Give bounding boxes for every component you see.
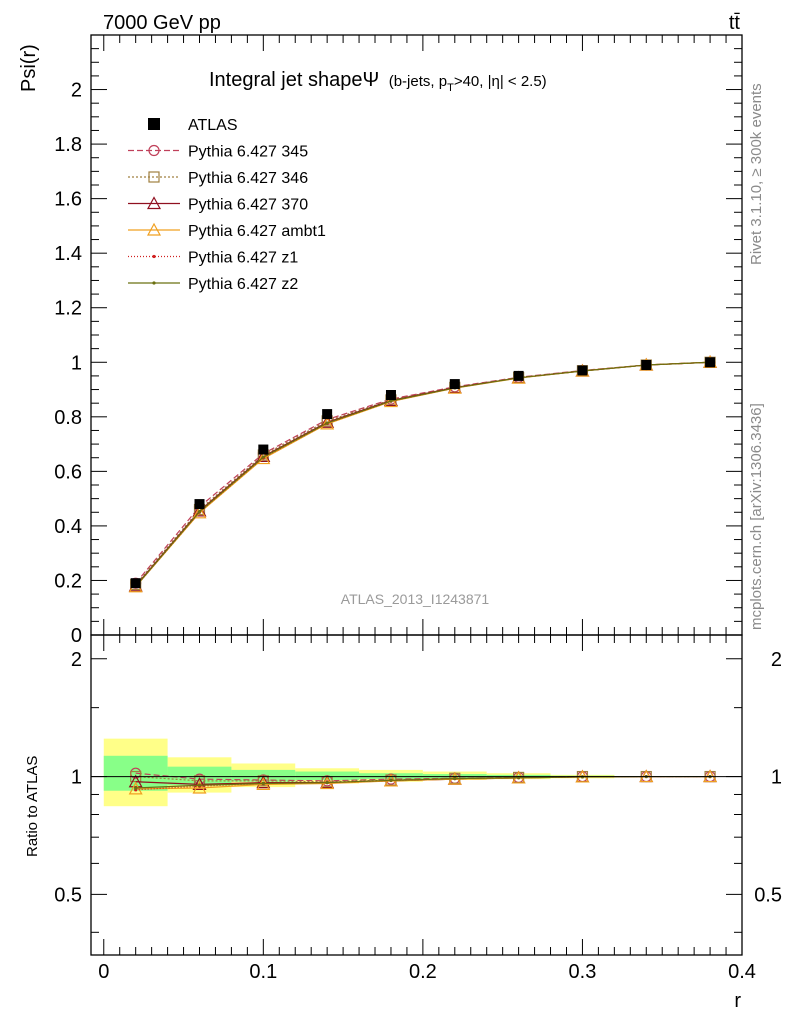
legend-marker — [152, 254, 156, 259]
data-point — [449, 379, 460, 390]
y-tick-label: 0.4 — [54, 516, 82, 538]
series-point — [383, 394, 398, 408]
x-tick-label: 0.3 — [569, 961, 597, 983]
chart-title: Integral jet shapeΨ (b-jets, pT>40, |η| … — [209, 69, 547, 94]
ratio-series-point — [192, 780, 207, 794]
y-tick-label: 1.2 — [54, 298, 82, 320]
y-tick-label: 1 — [71, 352, 82, 374]
data-point — [705, 357, 716, 368]
source-label: mcplots.cern.ch [arXiv:1306.3436] — [748, 403, 765, 630]
ratio-series-point — [192, 777, 207, 790]
y-tick-label: 2 — [71, 80, 82, 102]
y-tick-label: 0.8 — [54, 407, 82, 429]
ratio-tick-label-right: 0.5 — [754, 884, 782, 906]
legend-marker — [148, 171, 160, 183]
ratio-series-point — [325, 781, 329, 785]
data-point — [513, 370, 524, 381]
data-point — [641, 360, 652, 370]
subtitle-sub: T — [447, 82, 454, 94]
series-line — [135, 361, 711, 585]
ratio-series-point — [256, 775, 271, 789]
energy-label: 7000 GeV pp — [103, 12, 221, 34]
ratio-tick-label: 2 — [71, 649, 82, 671]
series-line — [135, 361, 711, 587]
subtitle-open: (b-jets, p — [389, 73, 447, 90]
ratio-series-point — [389, 778, 393, 782]
series-layer — [128, 355, 718, 795]
rivet-label: Rivet 3.1.10, ≥ 300k events — [748, 83, 765, 265]
legend-label: Pythia 6.427 z2 — [188, 276, 298, 293]
x-axis-label: r — [734, 990, 741, 1012]
data-points-layer — [130, 357, 716, 589]
legend-label: Pythia 6.427 346 — [188, 170, 308, 187]
legend-label: Pythia 6.427 370 — [188, 197, 308, 214]
legend-label: Pythia 6.427 345 — [188, 144, 308, 161]
y-axis-label: Psi(r) — [18, 44, 40, 92]
x-tick-label: 0 — [98, 961, 109, 983]
data-point — [385, 390, 396, 400]
y-tick-label: 1.4 — [54, 243, 82, 265]
series-point — [261, 455, 265, 459]
ratio-series-point — [197, 783, 202, 787]
legend-label: ATLAS — [188, 117, 238, 134]
series-point — [192, 505, 207, 519]
series-point — [389, 399, 393, 403]
series-line — [135, 361, 711, 588]
y-tick-label: 0 — [71, 625, 82, 647]
process-label: tt̄ — [729, 12, 741, 34]
y-tick-label: 1.8 — [54, 134, 82, 156]
data-point — [130, 578, 141, 589]
x-tick-label: 0.1 — [249, 961, 277, 983]
series-line — [135, 361, 711, 584]
series-line — [135, 361, 711, 587]
y-tick-label: 0.2 — [54, 570, 82, 592]
ratio-y-axis-label: Ratio to ATLAS — [24, 756, 41, 857]
legend-label: Pythia 6.427 ambt1 — [188, 223, 326, 240]
watermark: ATLAS_2013_I1243871 — [341, 591, 490, 607]
y-tick-label: 1.6 — [54, 189, 82, 211]
ratio-uncertainty-bands — [103, 738, 615, 807]
series-line — [135, 361, 711, 588]
ratio-series-point — [261, 781, 265, 786]
subtitle-rest: >40, |η| < 2.5) — [454, 73, 547, 90]
series-point — [256, 451, 271, 465]
ratio-series-point — [134, 786, 138, 790]
x-tick-label: 0.4 — [728, 961, 756, 983]
data-point — [322, 409, 333, 420]
series-point — [320, 416, 335, 430]
data-point — [194, 499, 205, 510]
series-point — [325, 421, 329, 425]
series-point — [197, 510, 202, 514]
legend-label: Pythia 6.427 z1 — [188, 250, 298, 267]
axes-ticks: 0 0.1 0.2 0.3 0.4 0 0.2 0.4 0.6 0.8 1 1.2 1.4 1.6 1.8 2… — [54, 35, 782, 983]
legend-marker — [148, 118, 160, 130]
data-point — [577, 365, 588, 376]
data-point — [258, 444, 269, 455]
y-tick-label: 0.6 — [54, 461, 82, 483]
ratio-tick-label: 1 — [71, 767, 82, 789]
title-text: Integral jet shapeΨ — [209, 69, 379, 91]
ratio-tick-label: 0.5 — [54, 884, 82, 906]
ratio-series-point — [453, 777, 457, 781]
ratio-tick-label-right: 2 — [771, 649, 782, 671]
legend-marker — [146, 196, 162, 210]
ratio-plot-frame — [90, 634, 743, 956]
x-tick-label: 0.2 — [409, 961, 437, 983]
legend: ATLAS Pythia 6.427 345 Pythia 6.427 346 Pyt… — [128, 117, 326, 293]
ratio-tick-label-right: 1 — [771, 767, 782, 789]
legend-marker — [146, 222, 162, 236]
legend-marker — [152, 281, 156, 285]
legend-marker — [148, 144, 160, 157]
